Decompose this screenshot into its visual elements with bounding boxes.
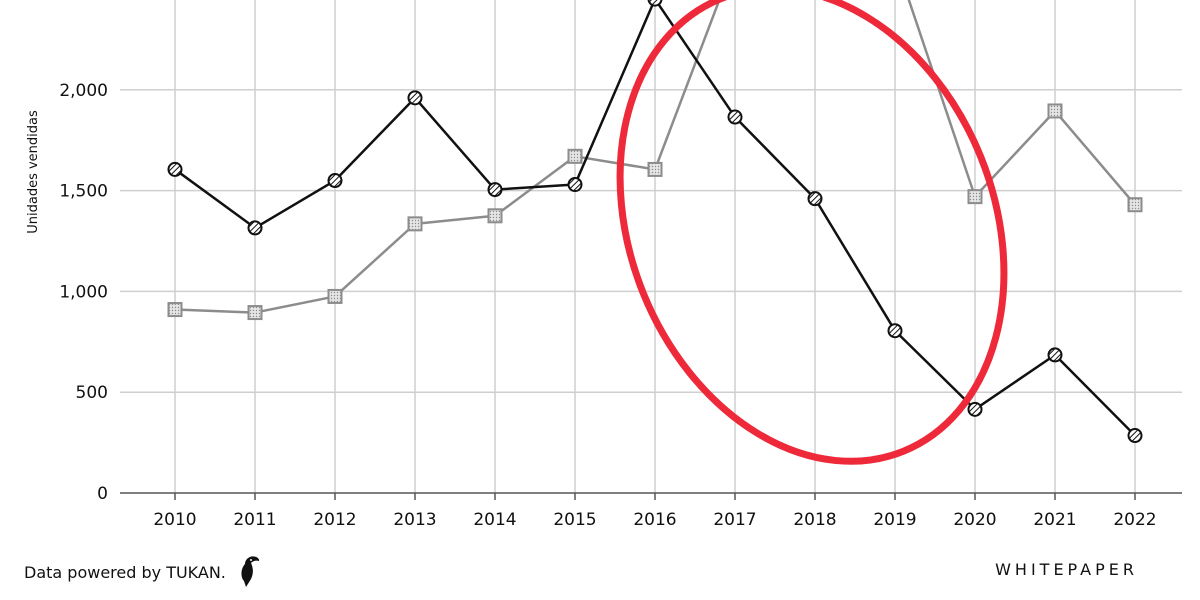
- y-tick-label: 0: [97, 484, 108, 504]
- highlight-ellipse: [616, 0, 1008, 465]
- data-point-series-2: [167, 302, 183, 318]
- y-tick-label: 1,500: [59, 182, 108, 202]
- data-point-series-2: [407, 216, 423, 232]
- data-point-series-1: [567, 177, 583, 193]
- data-point-series-2: [487, 208, 503, 224]
- footer-credit: Data powered by TUKAN.: [24, 555, 262, 589]
- x-tick-label: 2011: [233, 510, 276, 530]
- x-tick-label: 2012: [313, 510, 356, 530]
- data-point-series-1: [1047, 347, 1063, 363]
- data-point-series-1: [647, 0, 663, 7]
- brand-label: WHITEPAPER: [995, 560, 1138, 579]
- data-point-series-2: [327, 288, 343, 304]
- x-tick-label: 2010: [153, 510, 196, 530]
- x-tick-label: 2016: [633, 510, 676, 530]
- series-line-2: [174, 0, 721, 314]
- data-point-series-1: [247, 220, 263, 236]
- y-tick-label: 1,000: [59, 282, 108, 302]
- data-point-series-1: [727, 109, 743, 125]
- data-point-series-1: [967, 401, 983, 417]
- y-tick-label: 2,000: [59, 81, 108, 101]
- data-point-series-2: [1047, 103, 1063, 119]
- data-point-series-1: [167, 161, 183, 177]
- data-point-series-2: [647, 161, 663, 177]
- data-point-series-1: [487, 182, 503, 198]
- data-point-series-2: [567, 148, 583, 164]
- series-line-2: [907, 0, 1136, 206]
- x-tick-label: 2022: [1113, 510, 1156, 530]
- x-tick-label: 2021: [1033, 510, 1076, 530]
- data-point-series-1: [407, 90, 423, 106]
- data-point-series-1: [1127, 428, 1143, 444]
- x-tick-label: 2015: [553, 510, 596, 530]
- data-point-series-2: [247, 305, 263, 321]
- data-point-series-1: [887, 323, 903, 339]
- data-point-series-1: [327, 173, 343, 189]
- x-tick-label: 2013: [393, 510, 436, 530]
- x-tick-label: 2018: [793, 510, 836, 530]
- x-tick-label: 2017: [713, 510, 756, 530]
- y-tick-label: 500: [76, 383, 108, 403]
- x-tick-label: 2014: [473, 510, 516, 530]
- x-tick-label: 2019: [873, 510, 916, 530]
- data-point-series-2: [1127, 197, 1143, 213]
- credit-text: Data powered by TUKAN.: [24, 562, 226, 582]
- toucan-icon: [241, 556, 260, 587]
- data-point-series-2: [967, 189, 983, 205]
- data-point-series-1: [807, 191, 823, 207]
- y-axis-label: Unidades vendidas: [26, 110, 41, 234]
- x-tick-label: 2020: [953, 510, 996, 530]
